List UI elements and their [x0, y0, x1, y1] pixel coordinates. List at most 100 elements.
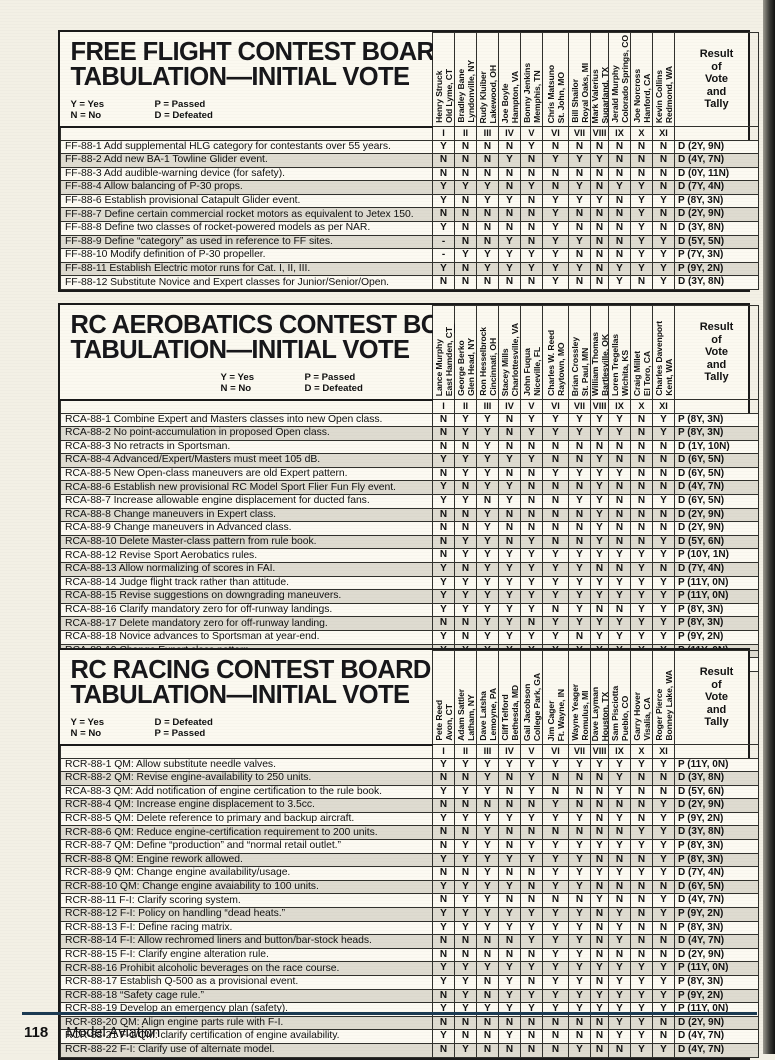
vote-cell: Y — [454, 784, 477, 800]
table-row: RCA-88-5 New Open-class maneuvers are ol… — [60, 466, 759, 482]
table-title-line2: TABULATION—INITIAL VOTE — [70, 62, 411, 91]
proposal-text: RCR-88-16 Prohibit alcoholic beverages o… — [60, 961, 433, 976]
board-member-header: Roger Pierce Bonney Lake, WA — [652, 650, 675, 745]
table-row: RCR-88-6 QM: Reduce engine-certification… — [60, 825, 759, 841]
vote-cell: Y — [652, 193, 675, 209]
table-row: RCA-88-17 Delete mandatory zero for off-… — [60, 616, 759, 631]
vote-cell: N — [608, 234, 631, 250]
vote-cell: N — [520, 975, 543, 990]
table-row: FF-88-7 Define certain commercial rocket… — [60, 207, 759, 223]
vote-cell: Y — [590, 453, 609, 468]
vote-cell: N — [520, 494, 543, 509]
roman-numeral: VI — [542, 126, 569, 141]
vote-cell: N — [454, 166, 477, 182]
vote-cell: N — [454, 630, 477, 645]
vote-result: D (4Y, 7N) — [674, 480, 759, 496]
table-row: FF-88-2 Add new BA-1 Towline Glider even… — [60, 153, 759, 168]
vote-cell: Y — [590, 466, 609, 482]
vote-cell: Y — [568, 1042, 591, 1058]
vote-cell: N — [630, 439, 653, 455]
vote-cell: Y — [432, 575, 455, 591]
vote-cell: N — [498, 207, 521, 223]
proposal-text: RCA-88-4 Advanced/Expert/Masters must me… — [60, 453, 433, 468]
legend-right-0: P = Passed — [154, 98, 206, 110]
vote-cell: N — [608, 193, 631, 209]
vote-cell: N — [432, 466, 455, 482]
vote-cell: Y — [520, 907, 543, 922]
vote-cell: Y — [608, 466, 631, 482]
board-member-name: Charles W. Reed Raytown, MO — [545, 330, 566, 396]
vote-cell: N — [652, 1015, 675, 1031]
vote-result: P (8Y, 3N) — [674, 839, 759, 854]
vote-cell: N — [432, 1015, 455, 1031]
legend-left-0: Y = Yes — [70, 98, 105, 110]
table-header-row: FREE FLIGHT CONTEST BOARD TABULATION—INIT… — [60, 32, 759, 128]
vote-cell: Y — [568, 234, 591, 250]
vote-cell: N — [498, 784, 521, 800]
vote-cell: N — [630, 947, 653, 963]
vote-cell: Y — [590, 757, 609, 773]
vote-cell: Y — [432, 975, 455, 990]
roman-row-result-spacer — [674, 126, 759, 141]
roman-numeral: VIII — [590, 126, 609, 141]
vote-cell: N — [454, 139, 477, 155]
vote-cell: Y — [498, 234, 521, 250]
vote-cell: Y — [520, 412, 543, 428]
proposal-text: RCA-88-15 Revise suggestions on downgrad… — [60, 589, 433, 604]
vote-legend: Y = Yes N = No P = Passed D = Defeated — [221, 372, 433, 395]
roman-numeral-row: I II III IV V VI VII VIII IX X XI — [60, 399, 759, 414]
vote-result: D (4Y, 7N) — [674, 1042, 759, 1058]
vote-cell: Y — [630, 1029, 653, 1044]
vote-result: P (9Y, 2N) — [674, 988, 759, 1004]
vote-cell: N — [542, 1015, 569, 1031]
table-row: RCA-88-7 Increase allowable engine displ… — [60, 494, 759, 509]
vote-cell: Y — [476, 521, 499, 536]
vote-cell: N — [432, 153, 455, 168]
vote-cell: N — [608, 439, 631, 455]
board-member-name: Brian Crossley St. Paul, MN — [569, 336, 590, 396]
vote-cell: Y — [542, 988, 569, 1004]
vote-cell: Y — [568, 575, 591, 591]
vote-cell: N — [520, 879, 543, 895]
vote-cell: Y — [652, 275, 675, 291]
result-header-word-3: and — [706, 703, 727, 716]
vote-cell: Y — [608, 630, 631, 645]
table-row: FF-88-1 Add supplemental HLG category fo… — [60, 139, 759, 155]
roman-numeral: II — [454, 399, 477, 414]
table-row: RCR-88-5 QM: Delete reference to primary… — [60, 811, 759, 827]
vote-result: D (5Y, 5N) — [674, 234, 759, 250]
vote-cell: N — [542, 494, 569, 509]
board-member-header: Jerald Murphy Colorado Springs, CO — [608, 32, 631, 127]
page-footer: 118 Model Aviation — [24, 1024, 160, 1041]
vote-cell: Y — [568, 879, 591, 895]
vote-cell: Y — [630, 839, 653, 854]
vote-cell: N — [520, 480, 543, 496]
result-header-word-2: Vote — [704, 73, 729, 86]
vote-legend: Y = Yes N = No P = Passed D = Defeated — [71, 99, 433, 122]
vote-cell: Y — [432, 453, 455, 468]
vote-cell: N — [454, 798, 477, 813]
vote-result: D (6Y, 5N) — [674, 453, 759, 468]
legend-right-0: D = Defeated — [154, 716, 213, 728]
vote-cell: Y — [568, 180, 591, 195]
vote-cell: Y — [590, 426, 609, 441]
vote-cell: N — [542, 602, 569, 618]
vote-cell: N — [454, 234, 477, 250]
vote-cell: N — [652, 221, 675, 236]
vote-cell: N — [630, 798, 653, 813]
vote-cell: Y — [520, 934, 543, 949]
vote-cell: N — [520, 947, 543, 963]
vote-cell: Y — [568, 975, 591, 990]
vote-cell: Y — [542, 757, 569, 773]
result-header-word-0: Result — [699, 321, 734, 334]
vote-cell: Y — [590, 575, 609, 591]
board-member-name: Wayne Yeager Romulus, MI — [569, 684, 590, 741]
vote-result: P (9Y, 2N) — [674, 630, 759, 645]
vote-cell: Y — [568, 589, 591, 604]
vote-cell: N — [498, 866, 521, 881]
vote-cell: Y — [476, 575, 499, 591]
vote-cell: Y — [454, 575, 477, 591]
table-row: RCA-88-13 Allow normalizing of scores in… — [60, 562, 759, 577]
vote-cell: N — [630, 153, 653, 168]
vote-result: P (8Y, 3N) — [674, 602, 759, 618]
